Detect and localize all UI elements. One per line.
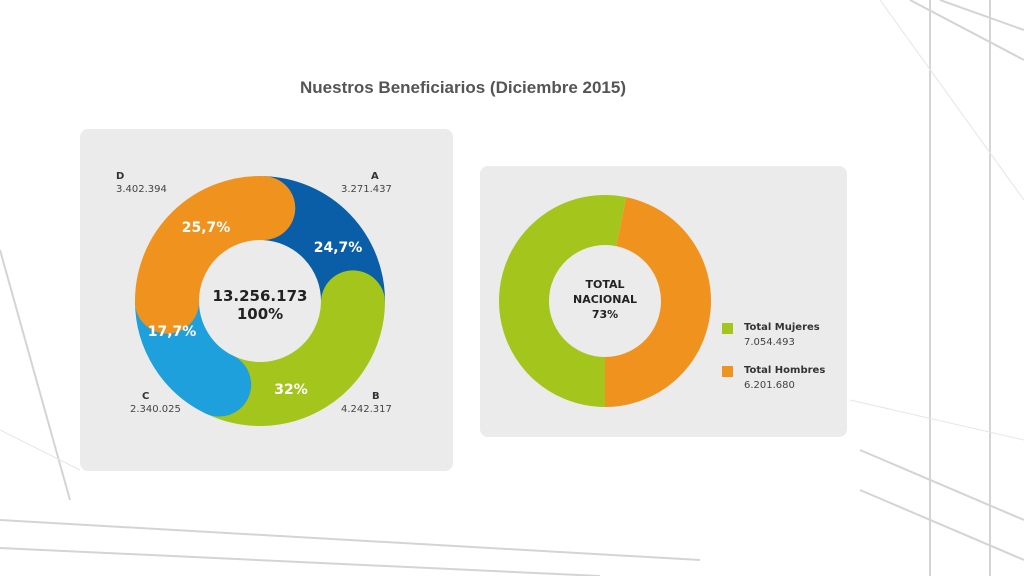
donut-center-total: 13.256.173 100% xyxy=(213,287,308,323)
slice-percent-d: 25,7% xyxy=(181,220,231,236)
category-label-a: A xyxy=(371,171,379,182)
category-label-b: B xyxy=(372,391,380,402)
legend-label-mujeres: Total Mujeres xyxy=(744,322,820,333)
beneficiaries-donut-panel: D 3.402.394 A 3.271.437 C 2.340.025 B 4.… xyxy=(80,129,453,471)
slice-percent-c: 17,7% xyxy=(147,324,197,340)
center-total-value: 13.256.173 xyxy=(212,287,308,305)
center-national-line1: TOTAL xyxy=(585,278,625,291)
legend-label-hombres: Total Hombres xyxy=(744,365,826,376)
category-value-c: 2.340.025 xyxy=(130,404,181,415)
slice-percent-b: 32% xyxy=(274,382,308,398)
beneficiaries-slice-d xyxy=(134,176,296,334)
center-national-line2: NACIONAL xyxy=(573,293,637,306)
category-label-c: C xyxy=(142,391,150,402)
legend-swatch-mujeres xyxy=(722,323,733,334)
legend-value-mujeres: 7.054.493 xyxy=(744,337,795,348)
national-slice-total-mujeres xyxy=(499,195,627,407)
slice-percent-a: 24,7% xyxy=(313,240,363,256)
category-value-d: 3.402.394 xyxy=(116,184,167,195)
category-label-d: D xyxy=(116,171,125,182)
beneficiaries-donut-chart xyxy=(134,176,385,426)
center-total-percent: 100% xyxy=(236,305,284,323)
page-title: Nuestros Beneficiarios (Diciembre 2015) xyxy=(300,78,626,97)
national-total-donut-panel: TOTAL NACIONAL 73% Total Mujeres 7.054.4… xyxy=(480,166,847,437)
category-value-b: 4.242.317 xyxy=(341,404,392,415)
national-slice-total-hombres xyxy=(604,197,711,407)
legend-swatch-hombres xyxy=(722,366,733,377)
category-value-a: 3.271.437 xyxy=(341,184,392,195)
legend-value-hombres: 6.201.680 xyxy=(744,380,795,391)
donut-center-national: TOTAL NACIONAL 73% xyxy=(573,277,637,322)
national-total-donut-chart xyxy=(499,195,711,407)
center-national-line3: 73% xyxy=(591,308,619,321)
